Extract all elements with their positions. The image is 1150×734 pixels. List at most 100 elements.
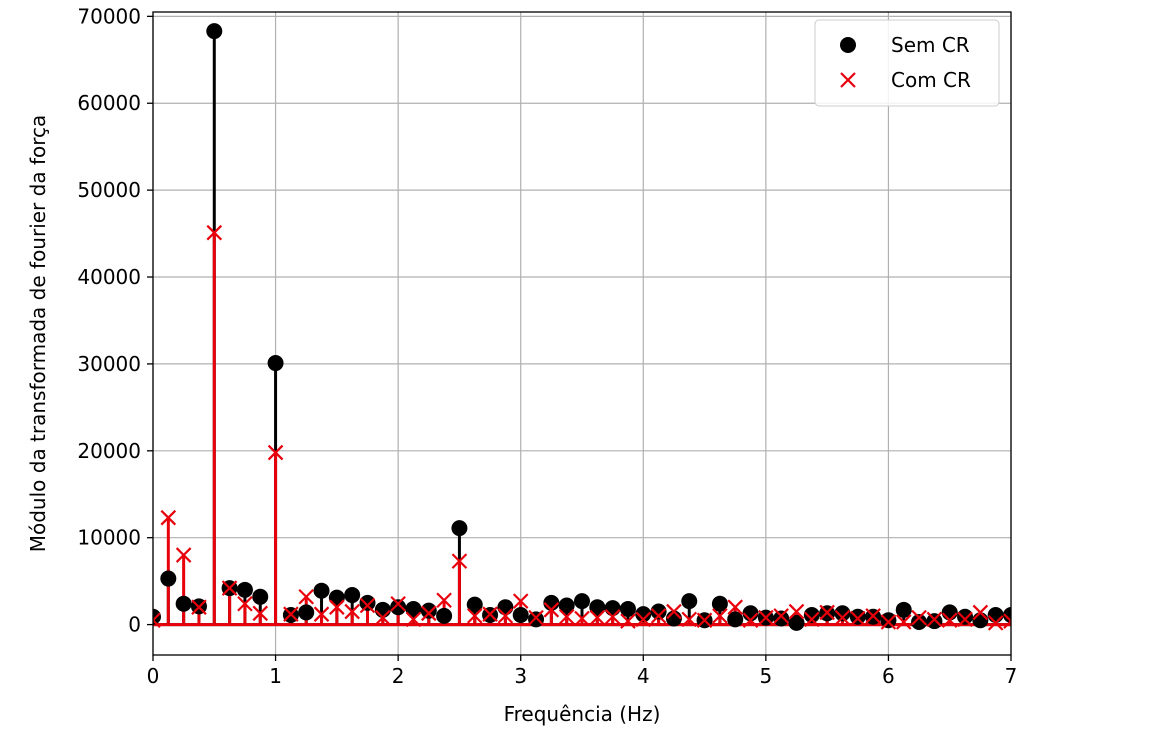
- point-sem-cr: [313, 582, 330, 599]
- point-com-cr: [436, 592, 452, 609]
- legend: Sem CR Com CR: [814, 19, 1000, 107]
- point-com-cr: [727, 599, 743, 615]
- point-com-cr: [620, 613, 636, 629]
- x-tick-label: 2: [392, 664, 405, 688]
- point-com-cr: [359, 597, 376, 614]
- point-com-cr: [329, 599, 345, 615]
- point-com-cr: [865, 608, 881, 624]
- grid-lines: [152, 12, 1012, 655]
- point-com-cr: [175, 547, 192, 563]
- point-com-cr: [742, 612, 759, 629]
- point-sem-cr: [773, 610, 790, 627]
- legend-marker-com-cr: [840, 72, 856, 88]
- point-com-cr: [696, 612, 713, 629]
- point-sem-cr: [895, 601, 912, 618]
- point-com-cr: [451, 553, 468, 569]
- point-com-cr: [911, 609, 927, 626]
- point-sem-cr: [298, 604, 315, 621]
- y-tick-label: 10000: [77, 526, 141, 550]
- point-sem-cr: [528, 611, 545, 628]
- point-com-cr: [267, 444, 284, 461]
- point-com-cr: [543, 602, 560, 618]
- point-com-cr: [926, 611, 943, 628]
- point-sem-cr: [803, 607, 820, 624]
- point-com-cr: [1003, 613, 1011, 629]
- point-sem-cr: [344, 587, 361, 604]
- point-com-cr: [160, 509, 177, 526]
- point-com-cr: [405, 611, 422, 628]
- point-com-cr: [758, 609, 774, 626]
- plot-area: [153, 23, 1011, 631]
- point-com-cr: [497, 608, 514, 624]
- point-sem-cr: [834, 605, 851, 622]
- legend-marker-sem-cr: [840, 37, 856, 53]
- x-tick-label: 4: [637, 664, 650, 688]
- point-com-cr: [390, 595, 406, 612]
- point-com-cr: [987, 615, 1004, 631]
- point-sem-cr: [987, 607, 1004, 624]
- x-tick-label: 3: [514, 664, 527, 688]
- point-com-cr: [558, 608, 575, 625]
- point-com-cr: [712, 608, 728, 624]
- point-sem-cr: [711, 595, 728, 612]
- point-sem-cr: [911, 613, 928, 630]
- point-sem-cr: [589, 599, 606, 616]
- point-com-cr: [650, 608, 667, 624]
- point-com-cr: [252, 605, 269, 622]
- point-sem-cr: [206, 23, 223, 40]
- point-com-cr: [512, 593, 529, 609]
- point-sem-cr: [941, 604, 958, 621]
- point-com-cr: [528, 609, 544, 626]
- point-sem-cr: [926, 613, 943, 630]
- point-sem-cr: [788, 614, 805, 631]
- x-tick-label: 5: [759, 664, 772, 688]
- y-axis-label: Módulo da transformada de fourier da for…: [26, 115, 50, 553]
- point-sem-cr: [390, 599, 407, 616]
- plot-frame: [152, 11, 1012, 656]
- x-tick-label: 7: [1005, 664, 1018, 688]
- point-com-cr: [788, 603, 805, 620]
- y-tick-label: 20000: [77, 439, 141, 463]
- y-tick-label: 30000: [77, 352, 141, 376]
- point-com-cr: [191, 599, 207, 615]
- point-com-cr: [957, 611, 973, 628]
- point-com-cr: [344, 603, 360, 620]
- point-sem-cr: [328, 589, 345, 606]
- y-tick-label: 0: [128, 613, 141, 637]
- point-sem-cr: [880, 612, 897, 629]
- y-tick-label: 50000: [77, 178, 141, 202]
- point-sem-cr: [451, 520, 468, 537]
- point-com-cr: [375, 609, 391, 626]
- point-sem-cr: [957, 608, 974, 625]
- point-sem-cr: [236, 581, 253, 598]
- legend-label-sem-cr: Sem CR: [891, 33, 970, 57]
- point-sem-cr: [650, 603, 667, 620]
- x-tick-label: 0: [147, 664, 160, 688]
- point-sem-cr: [558, 597, 575, 614]
- point-com-cr: [604, 608, 621, 625]
- point-sem-cr: [160, 570, 177, 587]
- point-sem-cr: [466, 596, 483, 613]
- point-sem-cr: [574, 593, 590, 610]
- point-com-cr: [574, 610, 590, 627]
- y-tick-label: 60000: [77, 91, 141, 115]
- x-axis-label: Frequência (Hz): [504, 702, 661, 726]
- point-com-cr: [298, 589, 314, 605]
- point-com-cr: [773, 608, 789, 624]
- point-sem-cr: [604, 600, 621, 617]
- point-com-cr: [941, 612, 958, 629]
- point-com-cr: [206, 224, 223, 241]
- point-sem-cr: [849, 608, 866, 625]
- point-com-cr: [237, 595, 253, 612]
- point-sem-cr: [374, 601, 391, 618]
- point-com-cr: [972, 604, 989, 621]
- y-tick-label: 40000: [77, 265, 141, 289]
- point-com-cr: [221, 580, 238, 596]
- point-com-cr: [421, 605, 437, 622]
- point-com-cr: [466, 608, 483, 624]
- point-com-cr: [895, 614, 912, 630]
- legend-label-com-cr: Com CR: [891, 68, 971, 92]
- point-sem-cr: [512, 607, 529, 624]
- point-sem-cr: [436, 607, 453, 624]
